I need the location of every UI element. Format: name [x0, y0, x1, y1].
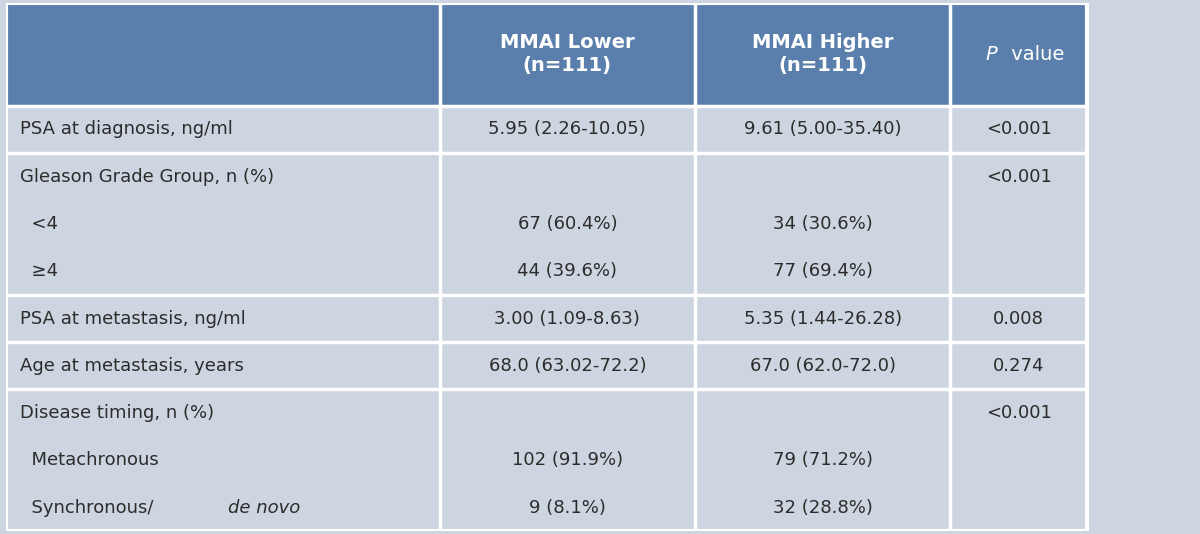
Text: PSA at diagnosis, ng/ml: PSA at diagnosis, ng/ml: [20, 120, 233, 138]
Text: P: P: [985, 45, 997, 64]
Text: 44 (39.6%): 44 (39.6%): [517, 262, 617, 280]
Text: 0.274: 0.274: [994, 357, 1044, 375]
Text: 9 (8.1%): 9 (8.1%): [529, 499, 606, 517]
Bar: [6, 3, 1087, 106]
Text: 5.95 (2.26-10.05): 5.95 (2.26-10.05): [488, 120, 647, 138]
Text: 9.61 (5.00-35.40): 9.61 (5.00-35.40): [744, 120, 901, 138]
Text: <0.001: <0.001: [986, 168, 1051, 186]
Text: 68.0 (63.02-72.2): 68.0 (63.02-72.2): [488, 357, 646, 375]
Text: Gleason Grade Group, n (%): Gleason Grade Group, n (%): [20, 168, 275, 186]
Text: 67.0 (62.0-72.0): 67.0 (62.0-72.0): [750, 357, 895, 375]
Text: 3.00 (1.09-8.63): 3.00 (1.09-8.63): [494, 310, 641, 327]
Text: 79 (71.2%): 79 (71.2%): [773, 451, 872, 469]
Text: de novo: de novo: [228, 499, 300, 517]
Text: 5.35 (1.44-26.28): 5.35 (1.44-26.28): [744, 310, 902, 327]
Text: PSA at metastasis, ng/ml: PSA at metastasis, ng/ml: [20, 310, 246, 327]
Text: Age at metastasis, years: Age at metastasis, years: [20, 357, 244, 375]
Text: value: value: [1004, 45, 1064, 64]
Text: ≥4: ≥4: [20, 262, 59, 280]
Text: Metachronous: Metachronous: [20, 451, 160, 469]
Text: <4: <4: [20, 215, 59, 233]
Text: 67 (60.4%): 67 (60.4%): [517, 215, 617, 233]
Text: <0.001: <0.001: [986, 404, 1051, 422]
Text: 102 (91.9%): 102 (91.9%): [511, 451, 623, 469]
Text: 77 (69.4%): 77 (69.4%): [773, 262, 872, 280]
Text: 0.008: 0.008: [994, 310, 1044, 327]
Text: <0.001: <0.001: [986, 120, 1051, 138]
Text: 32 (28.8%): 32 (28.8%): [773, 499, 872, 517]
Text: Disease timing, n (%): Disease timing, n (%): [20, 404, 215, 422]
Text: MMAI Lower
(n=111): MMAI Lower (n=111): [500, 33, 635, 75]
Text: 34 (30.6%): 34 (30.6%): [773, 215, 872, 233]
Text: Synchronous/: Synchronous/: [20, 499, 154, 517]
Text: MMAI Higher
(n=111): MMAI Higher (n=111): [752, 33, 894, 75]
